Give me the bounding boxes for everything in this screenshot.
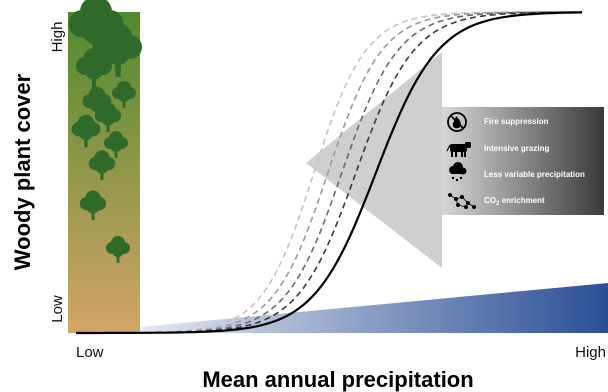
legend-label-fire-suppression: Fire suppression	[484, 117, 549, 126]
y-axis-title: Woody plant cover	[10, 73, 35, 270]
precipitation-gradient-wedge	[76, 283, 608, 333]
legend-label-intensive-grazing: Intensive grazing	[484, 144, 549, 153]
x-axis-title: Mean annual precipitation	[202, 367, 473, 392]
x-axis-high-label: High	[575, 344, 606, 361]
legend-label-less-variable-precipitation: Less variable precipitation	[484, 170, 585, 179]
y-axis-low-label: Low	[49, 295, 66, 323]
y-axis-high-label: High	[49, 22, 66, 53]
x-axis-low-label: Low	[76, 344, 104, 361]
